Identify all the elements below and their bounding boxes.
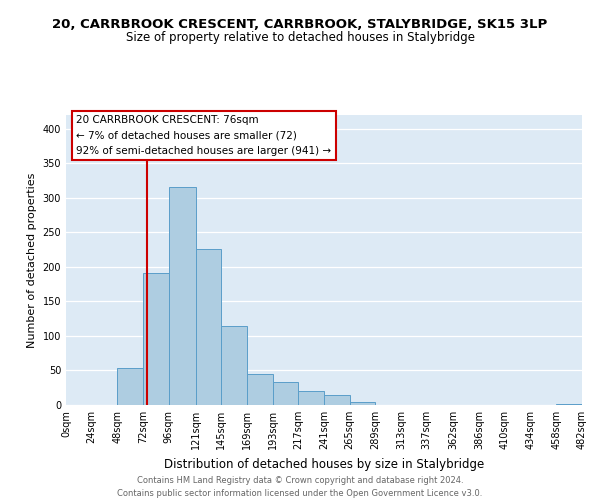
Bar bbox=[118, 368, 143, 405]
Bar bbox=[324, 394, 350, 405]
Bar bbox=[143, 273, 169, 405]
Bar bbox=[247, 374, 272, 405]
Y-axis label: Number of detached properties: Number of detached properties bbox=[27, 172, 37, 348]
Bar bbox=[298, 390, 324, 405]
Bar bbox=[350, 402, 376, 405]
X-axis label: Distribution of detached houses by size in Stalybridge: Distribution of detached houses by size … bbox=[164, 458, 484, 470]
Text: 20, CARRBROOK CRESCENT, CARRBROOK, STALYBRIDGE, SK15 3LP: 20, CARRBROOK CRESCENT, CARRBROOK, STALY… bbox=[52, 18, 548, 30]
Bar bbox=[221, 326, 247, 405]
Text: Size of property relative to detached houses in Stalybridge: Size of property relative to detached ho… bbox=[125, 31, 475, 44]
Bar bbox=[196, 249, 221, 405]
Text: 20 CARRBROOK CRESCENT: 76sqm
← 7% of detached houses are smaller (72)
92% of sem: 20 CARRBROOK CRESCENT: 76sqm ← 7% of det… bbox=[76, 115, 331, 156]
Bar bbox=[556, 404, 582, 405]
Text: Contains HM Land Registry data © Crown copyright and database right 2024.
Contai: Contains HM Land Registry data © Crown c… bbox=[118, 476, 482, 498]
Bar bbox=[272, 382, 298, 405]
Bar bbox=[169, 187, 196, 405]
